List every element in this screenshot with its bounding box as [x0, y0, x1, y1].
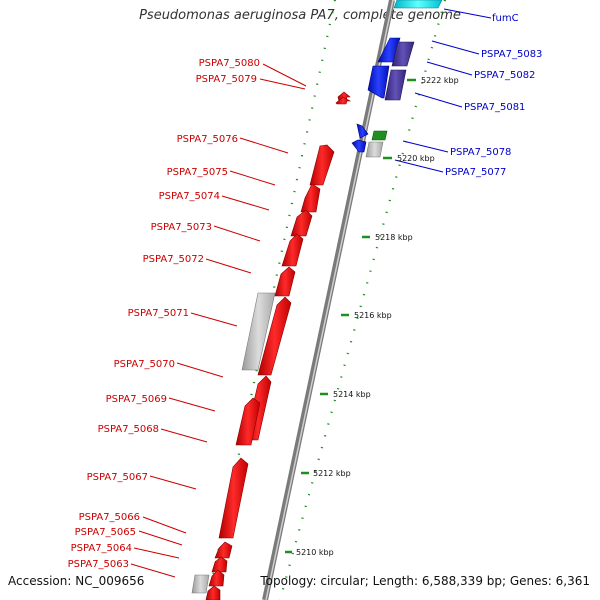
gene-pspa7-5072 [274, 266, 296, 297]
label-pspa7-5079: PSPA7_5079 [196, 74, 257, 85]
label-pspa7-5065: PSPA7_5065 [75, 527, 136, 538]
gene-pspa7-5070 [257, 296, 292, 376]
label-fumc: fumC [492, 13, 519, 24]
label-pspa7-5077: PSPA7_5077 [445, 167, 506, 178]
label-pspa7-5075: PSPA7_5075 [167, 167, 228, 178]
label-pspa7-5064: PSPA7_5064 [71, 543, 132, 554]
gray-features [191, 141, 384, 594]
gene-pspa7-5078-a [356, 123, 369, 139]
gene-pspa7-5081 [384, 69, 407, 101]
label-pspa7-5070: PSPA7_5070 [114, 359, 175, 370]
gene-pspa7-5073 [281, 233, 304, 267]
gene-pspa7-5065 [211, 556, 228, 573]
tick-5216: 5216 kbp [354, 311, 392, 320]
reverse-gene-labels: fumC PSPA7_5083 PSPA7_5082 PSPA7_5081 PS… [445, 13, 542, 178]
label-pspa7-5082: PSPA7_5082 [474, 70, 535, 81]
gene-pspa7-5079 [335, 96, 352, 105]
rna-gene [371, 130, 388, 141]
genome-backbone [262, 0, 395, 600]
label-pspa7-5080: PSPA7_5080 [199, 58, 260, 69]
tick-5210: 5210 kbp [296, 548, 334, 557]
gene-pspa7-5063 [205, 585, 221, 600]
label-pspa7-5072: PSPA7_5072 [143, 254, 204, 265]
reverse-genes [351, 0, 443, 153]
label-pspa7-5076: PSPA7_5076 [177, 134, 238, 145]
gray-feature-bottom [191, 574, 210, 594]
gene-pspa7-5077 [365, 141, 384, 158]
label-pspa7-5078: PSPA7_5078 [450, 147, 511, 158]
tick-5212: 5212 kbp [313, 469, 351, 478]
gene-pspa7-5071 [241, 292, 276, 371]
label-pspa7-5071: PSPA7_5071 [128, 308, 189, 319]
forward-gene-labels: PSPA7_5080 PSPA7_5079 PSPA7_5076 PSPA7_5… [68, 58, 260, 570]
scale-ticks: 5210 kbp 5212 kbp 5214 kbp 5216 kbp 5218… [285, 76, 459, 557]
gene-pspa7-5083-b [391, 41, 415, 67]
forward-genes [205, 91, 352, 600]
label-pspa7-5083: PSPA7_5083 [481, 49, 542, 60]
gene-pspa7-5067 [218, 457, 249, 539]
tick-5220: 5220 kbp [397, 154, 435, 163]
label-pspa7-5081: PSPA7_5081 [464, 102, 525, 113]
tick-5222: 5222 kbp [421, 76, 459, 85]
tick-5218: 5218 kbp [375, 233, 413, 242]
gene-pspa7-5064 [208, 569, 225, 587]
gene-pspa7-5068 [235, 397, 261, 446]
gene-pspa7-5078-b [351, 139, 367, 153]
label-pspa7-5073: PSPA7_5073 [151, 222, 212, 233]
label-pspa7-5069: PSPA7_5069 [106, 394, 167, 405]
label-pspa7-5074: PSPA7_5074 [159, 191, 220, 202]
label-pspa7-5068: PSPA7_5068 [98, 424, 159, 435]
label-pspa7-5067: PSPA7_5067 [87, 472, 148, 483]
gene-pspa7-5082 [367, 65, 390, 99]
tick-5214: 5214 kbp [333, 390, 371, 399]
gene-pspa7-5066 [214, 541, 233, 559]
gene-pspa7-5076 [309, 144, 335, 186]
map-title: Pseudomonas aeruginosa PA7, complete gen… [139, 8, 461, 23]
gene-fumc [393, 0, 443, 9]
gene-pspa7-5075 [300, 183, 321, 213]
accession-text: Accession: NC_009656 [8, 574, 145, 588]
topology-text: Topology: circular; Length: 6,588,339 bp… [260, 574, 590, 588]
leader-lines [130, 8, 492, 578]
label-pspa7-5066: PSPA7_5066 [79, 512, 140, 523]
label-pspa7-5063: PSPA7_5063 [68, 559, 129, 570]
gene-pspa7-5074 [290, 209, 313, 237]
